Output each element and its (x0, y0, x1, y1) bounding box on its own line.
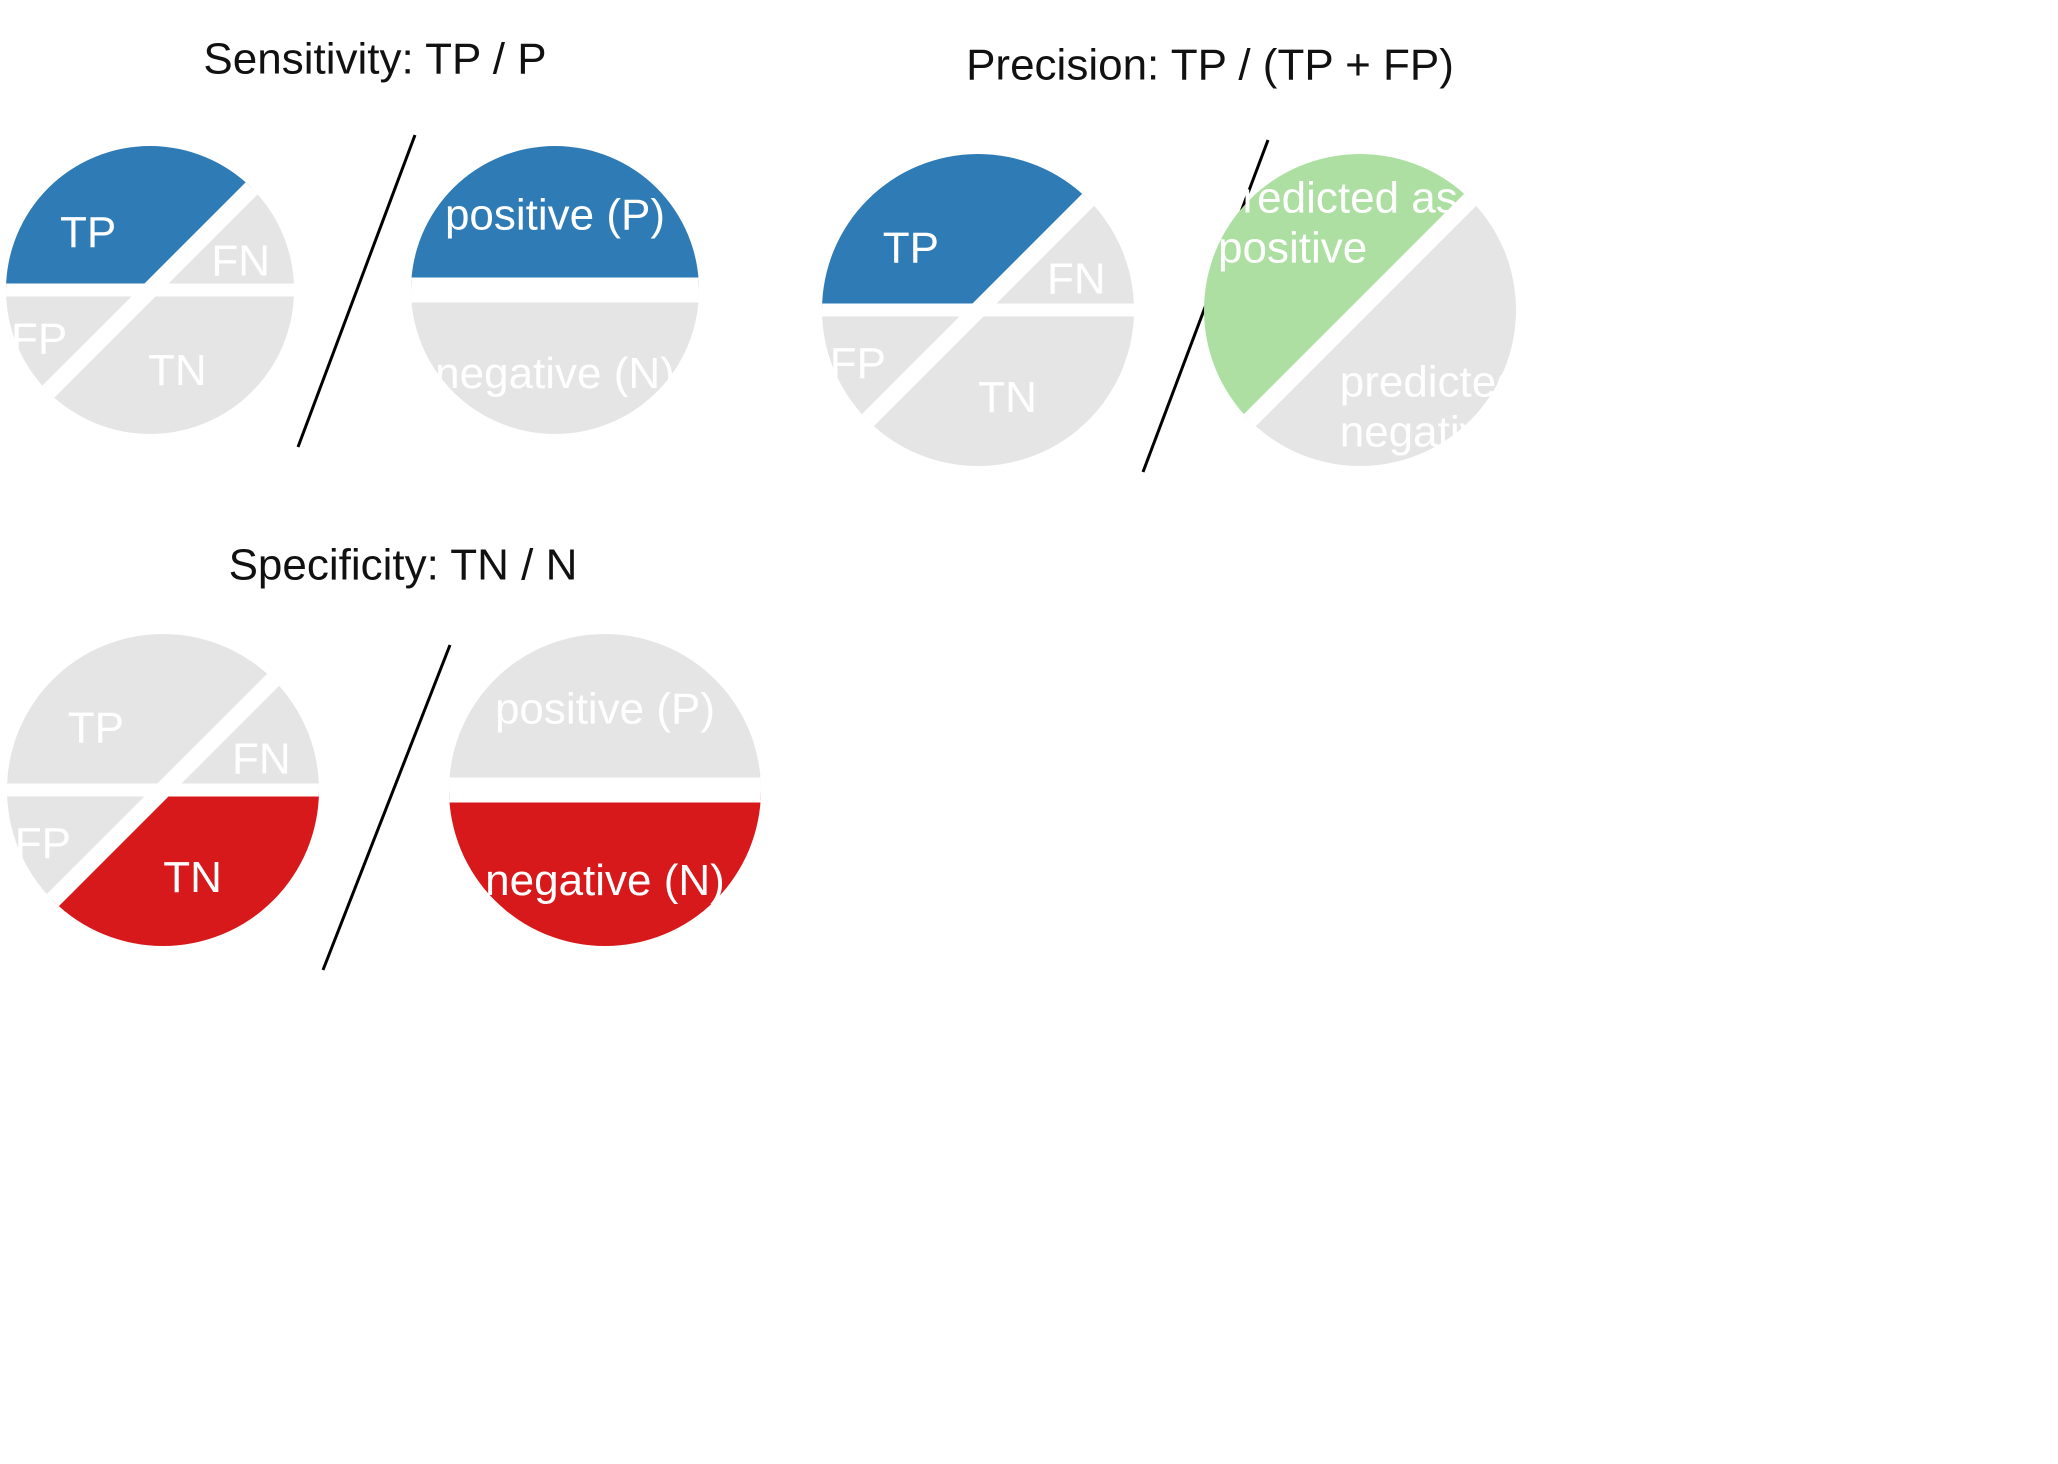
tn-label: TN (148, 346, 207, 395)
negative-label: negative (N) (485, 856, 725, 905)
specificity-panel: Specificity: TN / N TP FN FP TN positive (P) n… (7, 541, 761, 971)
tn-label: TN (978, 373, 1037, 422)
fn-label: FN (232, 735, 291, 784)
specificity-division-slash (321, 644, 452, 971)
predicted-positive-label-line1: predicted as (1218, 173, 1458, 222)
specificity-numerator-circle: TP FN FP TN (7, 634, 319, 946)
tp-label: TP (60, 208, 116, 257)
predicted-positive-label-line2: positive (1218, 223, 1367, 272)
positive-label: positive (P) (495, 685, 715, 734)
predicted-negative-label-line1: predicted as (1340, 358, 1580, 407)
sensitivity-panel: Sensitivity: TP / P TP FN FP TN positive (P) n… (6, 35, 699, 448)
negative-label: negative (N) (435, 349, 675, 398)
tp-label: TP (883, 223, 939, 272)
fn-label: FN (1047, 255, 1106, 304)
tp-label: TP (68, 703, 124, 752)
precision-panel: Precision: TP / (TP + FP) TP FN FP TN predict… (822, 41, 1580, 473)
sensitivity-title: Sensitivity: TP / P (203, 35, 546, 84)
specificity-denominator-circle: positive (P) negative (N) (449, 634, 761, 946)
specificity-title: Specificity: TN / N (229, 541, 578, 590)
predicted-negative-label-line2: negative (1340, 407, 1506, 456)
fp-label: FP (11, 314, 67, 363)
positive-label: positive (P) (445, 191, 665, 240)
sensitivity-numerator-circle: TP FN FP TN (6, 146, 294, 434)
fp-label: FP (15, 819, 71, 868)
tn-label: TN (163, 853, 222, 902)
sensitivity-denominator-circle: positive (P) negative (N) (411, 146, 699, 434)
fp-label: FP (830, 339, 886, 388)
sensitivity-division-slash (296, 134, 417, 448)
precision-numerator-circle: TP FN FP TN (822, 154, 1134, 466)
fn-label: FN (211, 237, 270, 286)
precision-title: Precision: TP / (TP + FP) (966, 41, 1454, 90)
